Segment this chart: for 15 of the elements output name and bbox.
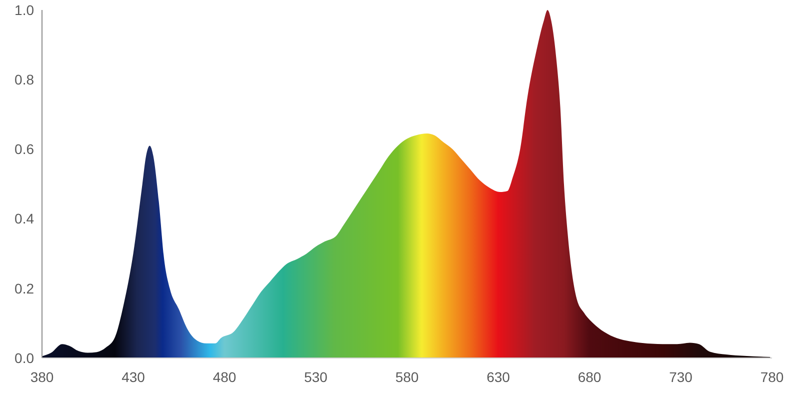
x-tick-label: 530 [304, 369, 328, 385]
x-tick-label: 380 [30, 369, 54, 385]
x-tick-label: 680 [578, 369, 602, 385]
y-tick-label: 1.0 [14, 2, 34, 18]
x-tick-label: 580 [395, 369, 419, 385]
x-tick-label: 480 [212, 369, 236, 385]
x-tick-label: 630 [486, 369, 510, 385]
y-tick-label: 0.4 [14, 210, 34, 227]
x-tick-label: 430 [122, 369, 146, 385]
y-tick-label: 0.2 [14, 280, 34, 296]
y-tick-label: 0.8 [14, 72, 34, 88]
x-tick-label: 730 [669, 369, 693, 385]
y-tick-label: 0.6 [14, 141, 34, 158]
y-tick-label: 0.0 [14, 350, 34, 366]
x-tick-label: 780 [760, 369, 784, 385]
